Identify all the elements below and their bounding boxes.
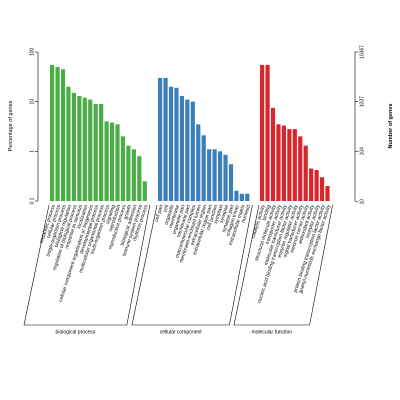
bar xyxy=(309,168,314,201)
category-label: binding xyxy=(262,204,273,221)
y-tick-label: 0.1 xyxy=(29,197,35,204)
bar xyxy=(223,154,228,201)
y-tick-label: 1 xyxy=(29,150,35,153)
bar xyxy=(217,151,223,201)
y-tick-label: 100 xyxy=(29,48,35,57)
bar xyxy=(60,69,66,201)
group-label: molecular function xyxy=(252,329,293,335)
y2-axis-label: Number of genes xyxy=(388,104,394,149)
bar xyxy=(77,96,82,201)
bar xyxy=(276,124,281,201)
bar xyxy=(142,181,147,201)
bar xyxy=(55,66,60,201)
y2-tick-label: 104 xyxy=(359,147,365,156)
bar xyxy=(185,99,190,201)
bar xyxy=(93,103,98,201)
bar xyxy=(158,77,163,201)
bar xyxy=(260,64,265,201)
y2-tick-label: 10367 xyxy=(359,45,365,59)
category-label: cell part xyxy=(154,204,165,223)
bar xyxy=(314,170,319,201)
group-bracket xyxy=(23,204,151,326)
bar xyxy=(179,96,184,201)
bar xyxy=(319,177,325,201)
category-label: cell xyxy=(162,204,170,213)
y2-tick-label: 1037 xyxy=(359,96,365,107)
bar xyxy=(168,86,174,201)
bar xyxy=(239,193,244,201)
category-label: symplast xyxy=(213,204,225,225)
bar xyxy=(298,136,303,201)
bar xyxy=(137,156,142,201)
bar xyxy=(228,164,234,201)
bar xyxy=(71,92,76,201)
bar xyxy=(196,124,201,201)
bar xyxy=(245,193,250,201)
bar xyxy=(109,122,115,201)
bar xyxy=(88,99,93,201)
category-label: growth xyxy=(123,204,133,220)
bar xyxy=(201,135,206,201)
bar xyxy=(99,103,104,201)
category-label: signaling xyxy=(105,204,117,225)
bar xyxy=(82,97,87,201)
bar xyxy=(207,149,212,201)
category-label: nucleoid xyxy=(240,204,252,224)
group-label: cellular component xyxy=(160,329,203,335)
group-label: biological process xyxy=(56,329,96,335)
bar xyxy=(120,136,126,201)
bar xyxy=(131,149,136,201)
y2-tick-label: 10 xyxy=(359,199,365,205)
bar xyxy=(265,64,270,201)
y-tick-label: 10 xyxy=(29,99,35,105)
bar xyxy=(163,77,168,201)
bar xyxy=(281,125,286,201)
group-bracket xyxy=(233,204,333,326)
bar xyxy=(234,190,239,201)
bar xyxy=(190,101,195,201)
bar xyxy=(292,129,297,201)
bar xyxy=(287,129,292,201)
bar xyxy=(126,145,131,201)
bar xyxy=(115,124,120,201)
category-label: synapse xyxy=(219,204,231,224)
bar xyxy=(104,121,109,201)
bar xyxy=(50,64,55,201)
bar xyxy=(270,107,276,201)
bar xyxy=(303,145,308,201)
bar xyxy=(174,87,179,201)
group-bracket xyxy=(131,204,253,326)
bar xyxy=(325,186,330,201)
y-axis-label: Percentage of genes xyxy=(8,100,14,151)
bar xyxy=(212,149,217,201)
bar xyxy=(66,86,71,201)
